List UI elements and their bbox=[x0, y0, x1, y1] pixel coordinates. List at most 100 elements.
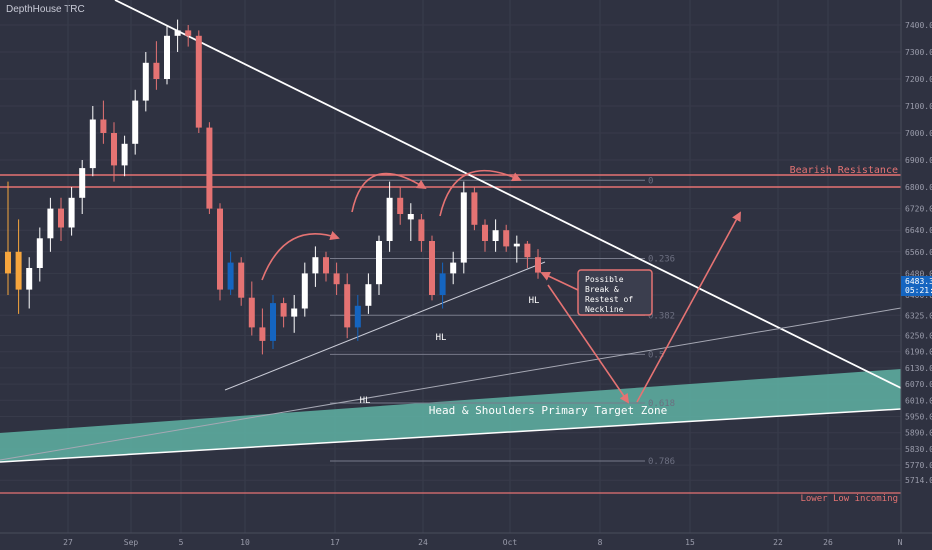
candle-body-0 bbox=[5, 251, 11, 274]
time-axis-label-10: 26 bbox=[823, 538, 833, 547]
time-axis-label-5: 24 bbox=[418, 538, 428, 547]
candle-body-40 bbox=[429, 241, 435, 295]
time-axis-label-1: Sep bbox=[124, 538, 139, 547]
price-axis-label-13: 6250.0 bbox=[905, 332, 932, 341]
candle-body-39 bbox=[418, 219, 425, 241]
fib-level-label-4: 0.618 bbox=[648, 399, 675, 409]
callout-text-0: Possible bbox=[585, 275, 624, 284]
current-price-tag bbox=[901, 276, 932, 296]
callout-box bbox=[577, 269, 653, 316]
candle-body-28 bbox=[301, 273, 308, 309]
down-arrow bbox=[547, 284, 630, 404]
candle-body-32 bbox=[344, 284, 351, 328]
candle-body-12 bbox=[132, 100, 139, 144]
price-axis-label-6: 6800.0 bbox=[905, 183, 932, 192]
fib-level-label-0: 0 bbox=[648, 176, 653, 186]
hl-label-0: HL bbox=[360, 396, 371, 406]
candle-body-38 bbox=[407, 214, 414, 220]
fib-level-label-3: 0.5 bbox=[648, 350, 664, 360]
time-axis-label-11: N bbox=[898, 538, 903, 547]
candle-body-46 bbox=[492, 230, 499, 241]
time-axis-label-3: 10 bbox=[240, 538, 250, 547]
time-axis-label-0: 27 bbox=[63, 538, 73, 547]
time-axis-label-2: 5 bbox=[179, 538, 184, 547]
candle-body-21 bbox=[227, 262, 234, 290]
candle-body-9 bbox=[100, 119, 107, 133]
shoulder-arrow-left bbox=[261, 230, 340, 281]
time-axis-label-6: Oct bbox=[503, 538, 518, 547]
head-arrow-2 bbox=[439, 169, 522, 217]
price-axis-label-17: 6010.0 bbox=[905, 396, 932, 405]
callout-pointer bbox=[540, 271, 579, 291]
candle-body-41 bbox=[439, 273, 446, 295]
price-axis-label-5: 6900.0 bbox=[905, 156, 932, 165]
price-axis-label-0: 7400.0 bbox=[905, 21, 932, 30]
price-axis-label-14: 6190.0 bbox=[905, 348, 932, 357]
candle-body-24 bbox=[259, 327, 266, 341]
candle-body-15 bbox=[164, 35, 170, 79]
bar-countdown: 05:21:39 bbox=[905, 286, 932, 295]
up-arrow bbox=[636, 211, 741, 403]
candle-body-37 bbox=[397, 197, 404, 214]
long-support-line bbox=[0, 307, 902, 461]
price-axis-label-18: 5950.0 bbox=[905, 413, 932, 422]
price-axis-label-16: 6070.0 bbox=[905, 380, 932, 389]
target-zone-label: Head & Shoulders Primary Target Zone bbox=[429, 404, 667, 417]
candle-body-43 bbox=[460, 192, 467, 263]
candle-body-27 bbox=[291, 308, 298, 317]
callout-text-1: Break & bbox=[585, 285, 619, 294]
candle-body-33 bbox=[354, 305, 361, 328]
candle-body-26 bbox=[280, 303, 287, 317]
candle-body-50 bbox=[535, 257, 541, 273]
candle-body-17 bbox=[185, 30, 192, 36]
price-axis-label-12: 6325.0 bbox=[905, 311, 932, 320]
current-price-value: 6483.3 bbox=[905, 277, 932, 286]
time-axis-label-7: 8 bbox=[598, 538, 603, 547]
candle-body-1 bbox=[15, 251, 22, 290]
price-axis-label-1: 7300.0 bbox=[905, 48, 932, 57]
fib-level-label-1: 0.236 bbox=[648, 255, 675, 265]
price-axis-label-10: 6480.0 bbox=[905, 269, 932, 278]
candle-body-7 bbox=[79, 168, 86, 198]
candle-body-22 bbox=[238, 262, 245, 298]
candle-body-47 bbox=[503, 230, 510, 247]
price-axis-label-8: 6640.0 bbox=[905, 226, 932, 235]
price-axis-label-22: 5714.0 bbox=[905, 476, 932, 485]
neckline bbox=[224, 261, 546, 391]
candle-body-14 bbox=[153, 62, 160, 79]
candle-body-34 bbox=[365, 284, 372, 306]
time-axis-label-9: 22 bbox=[773, 538, 783, 547]
candle-body-31 bbox=[333, 273, 340, 285]
price-axis-label-15: 6130.0 bbox=[905, 364, 932, 373]
candle-body-16 bbox=[174, 30, 181, 36]
candle-body-42 bbox=[450, 262, 457, 274]
candle-body-20 bbox=[217, 208, 223, 290]
candle-body-10 bbox=[111, 133, 117, 166]
candle-body-6 bbox=[68, 197, 75, 228]
price-axis-label-19: 5890.0 bbox=[905, 429, 932, 438]
price-axis-panel bbox=[901, 0, 932, 550]
candle-body-13 bbox=[142, 62, 149, 101]
head-arrow-1 bbox=[351, 172, 427, 213]
price-axis-label-4: 7000.0 bbox=[905, 129, 932, 138]
candle-body-35 bbox=[376, 241, 382, 285]
candle-body-19 bbox=[206, 127, 213, 209]
candle-body-48 bbox=[513, 243, 520, 247]
price-axis-label-9: 6560.0 bbox=[905, 248, 932, 257]
candle-body-3 bbox=[36, 238, 43, 268]
lower-low-label: Lower Low incoming bbox=[800, 494, 898, 504]
callout-text-2: Restest of bbox=[585, 295, 633, 304]
candle-body-4 bbox=[47, 208, 54, 239]
hl-label-1: HL bbox=[436, 333, 447, 343]
price-axis-label-21: 5770.0 bbox=[905, 461, 932, 470]
candle-body-29 bbox=[312, 257, 319, 274]
price-axis-label-2: 7200.0 bbox=[905, 75, 932, 84]
price-axis-label-20: 5830.0 bbox=[905, 445, 932, 454]
candle-body-36 bbox=[386, 197, 393, 241]
time-axis-label-8: 15 bbox=[685, 538, 695, 547]
bearish-resistance-label: Bearish Resistance bbox=[790, 165, 898, 176]
target-zone-lower-edge bbox=[0, 408, 902, 463]
fib-level-label-5: 0.786 bbox=[648, 457, 675, 467]
candle-body-5 bbox=[58, 208, 64, 228]
